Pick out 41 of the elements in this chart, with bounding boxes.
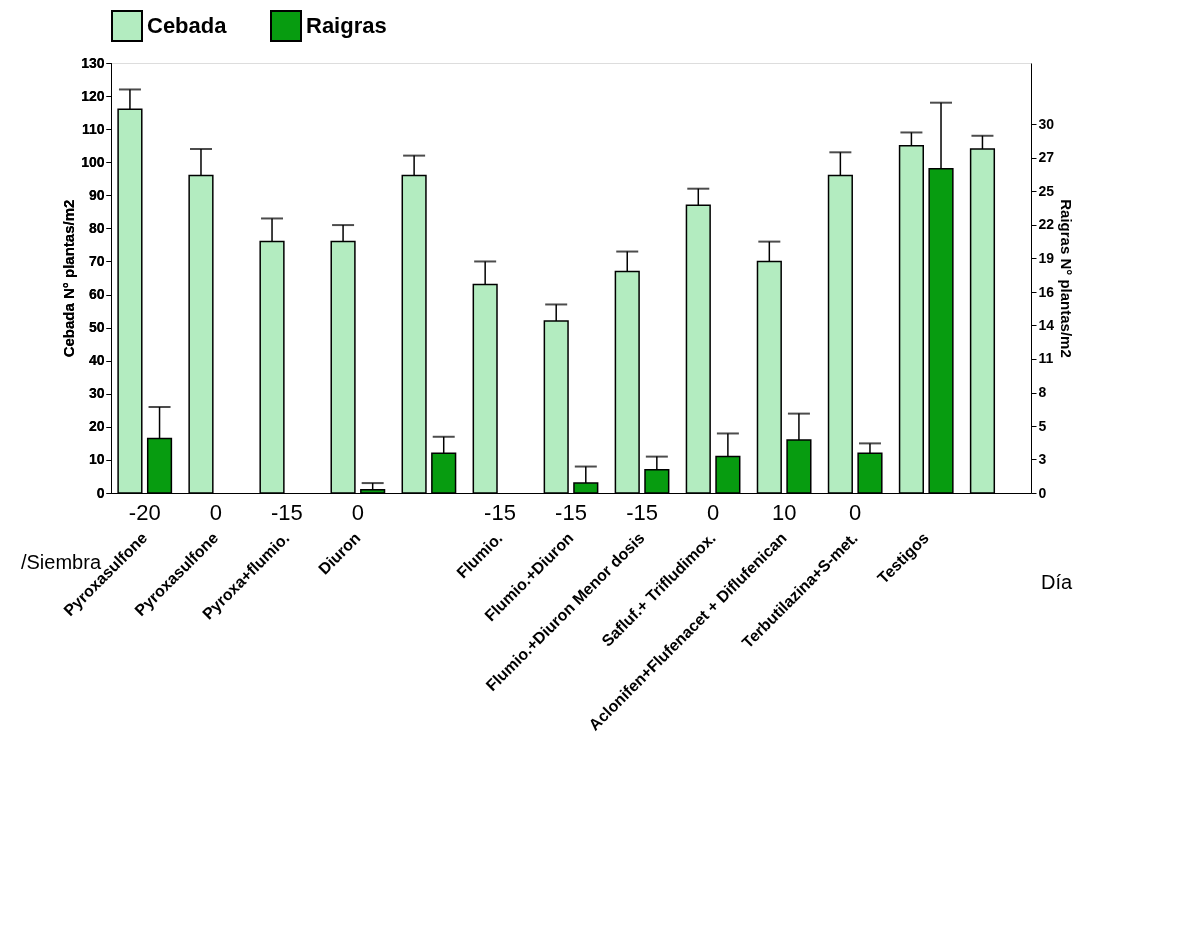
- y-tick-label: 20: [88, 418, 105, 435]
- y-tick-label: 120: [81, 87, 105, 104]
- text: -15: [270, 500, 303, 525]
- y2-axis-title: Raigras N° plantas/m2: [1058, 199, 1076, 358]
- y2-tick-label: 8: [1038, 384, 1047, 400]
- y-axis-title: Cebada N° plantas/m2: [60, 199, 78, 358]
- text: Día: [1041, 571, 1073, 593]
- text: 10: [771, 500, 797, 525]
- text: -15: [555, 500, 587, 525]
- y2-tick-label: 22: [1038, 216, 1055, 233]
- text: -15: [484, 500, 516, 525]
- y-tick-label: 130: [81, 54, 105, 71]
- y2-tick-label: 14: [1038, 316, 1055, 333]
- text: 0: [351, 500, 364, 525]
- legend-label: Raigras: [306, 13, 387, 38]
- y2-tick-label: 30: [1038, 115, 1055, 132]
- y2-tick-label: 27: [1038, 149, 1055, 166]
- y2-tick-label: 0: [1038, 484, 1047, 501]
- y-tick-label: 0: [96, 484, 105, 501]
- y2-tick-label: 3: [1038, 450, 1047, 467]
- y-tick-label: 10: [88, 451, 105, 468]
- text: -15: [626, 500, 658, 525]
- y-tick-label: 100: [81, 153, 105, 170]
- y-tick-label: 70: [88, 252, 105, 269]
- y-tick-label: 30: [88, 385, 105, 402]
- y-tick-label: 60: [88, 286, 105, 303]
- y2-tick-label: 11: [1038, 350, 1054, 367]
- legend-label: Cebada: [147, 13, 228, 38]
- y2-tick-label: 16: [1038, 283, 1055, 300]
- y2-tick-label: 19: [1038, 249, 1055, 266]
- y-tick-label: 50: [88, 319, 105, 336]
- y-tick-label: 110: [81, 120, 105, 137]
- y-tick-label: 80: [88, 219, 105, 236]
- text: 0: [849, 500, 862, 525]
- y-tick-label: 90: [88, 186, 105, 203]
- text: -20: [128, 500, 161, 525]
- text: 0: [706, 500, 720, 525]
- text: 0: [209, 500, 222, 525]
- y-tick-label: 40: [88, 352, 105, 369]
- y2-tick-label: 5: [1038, 417, 1047, 434]
- y2-tick-label: 25: [1038, 182, 1055, 199]
